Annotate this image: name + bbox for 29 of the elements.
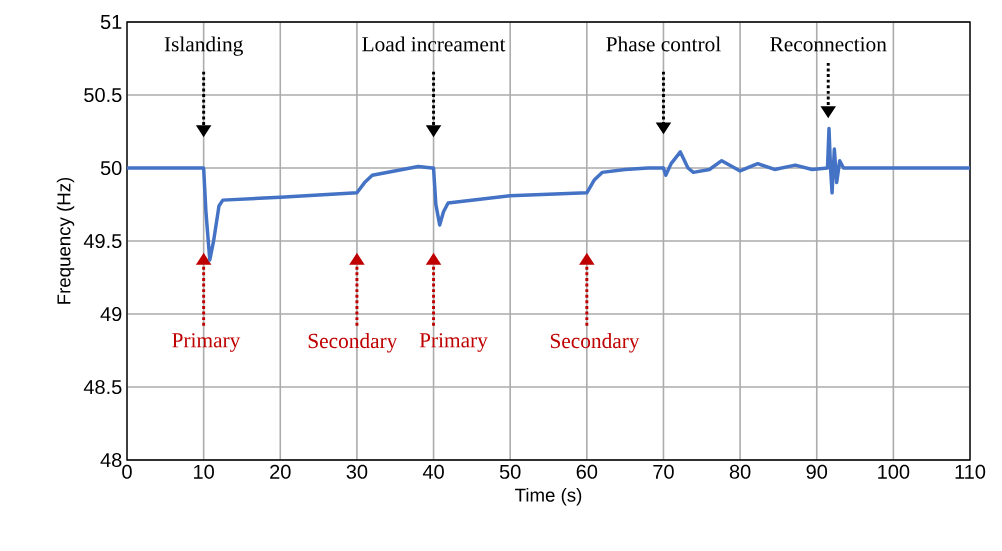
annotation: Primary	[172, 333, 241, 352]
x-tick-label: 0	[122, 464, 132, 479]
y-tick-label: 49.5	[83, 233, 122, 249]
x-tick-label: 70	[653, 464, 674, 479]
x-tick-label: 50	[499, 464, 521, 479]
annotation: Islanding	[164, 36, 243, 56]
y-axis-title: Frequency (Hz)	[56, 177, 75, 304]
annotation: Primary	[419, 333, 488, 352]
y-tick-label: 48.5	[83, 379, 122, 395]
y-tick-label: 48	[100, 452, 122, 468]
y-tick-label: 49	[100, 306, 122, 322]
annotation: Phase control	[606, 36, 721, 52]
x-tick-label: 10	[194, 464, 214, 479]
x-tick-label: 40	[422, 464, 444, 479]
annotation: Secondary	[308, 333, 398, 353]
annotation: Reconnection	[770, 37, 887, 52]
x-axis-title: Time (s)	[515, 488, 582, 506]
x-tick-label: 20	[270, 464, 291, 479]
y-tick-label: 51	[100, 15, 122, 29]
annotation: Secondary	[550, 333, 640, 353]
x-tick-label: 100	[878, 464, 910, 479]
y-tick-label: 50.5	[84, 87, 122, 103]
y-tick-label: 50	[100, 160, 122, 176]
x-tick-label: 110	[955, 464, 986, 479]
annotation: Load increament	[362, 36, 506, 52]
x-tick-label: 90	[806, 464, 828, 479]
x-tick-label: 60	[576, 464, 598, 479]
x-tick-label: 80	[729, 464, 751, 479]
x-tick-label: 30	[346, 464, 368, 479]
